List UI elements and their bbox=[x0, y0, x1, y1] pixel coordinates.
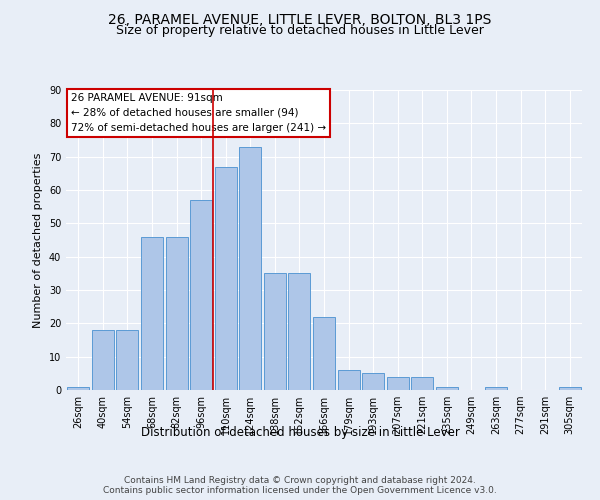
Text: Size of property relative to detached houses in Little Lever: Size of property relative to detached ho… bbox=[116, 24, 484, 37]
Bar bbox=[67, 386, 89, 390]
Bar bbox=[215, 166, 237, 390]
Bar bbox=[362, 374, 384, 390]
Bar bbox=[386, 376, 409, 390]
Bar bbox=[92, 330, 114, 390]
Bar bbox=[190, 200, 212, 390]
Bar bbox=[116, 330, 139, 390]
Text: Distribution of detached houses by size in Little Lever: Distribution of detached houses by size … bbox=[140, 426, 460, 439]
Bar bbox=[559, 386, 581, 390]
Bar bbox=[338, 370, 359, 390]
Bar bbox=[411, 376, 433, 390]
Bar bbox=[289, 274, 310, 390]
Bar bbox=[485, 386, 507, 390]
Bar bbox=[239, 146, 262, 390]
Bar bbox=[436, 386, 458, 390]
Y-axis label: Number of detached properties: Number of detached properties bbox=[33, 152, 43, 328]
Text: 26 PARAMEL AVENUE: 91sqm
← 28% of detached houses are smaller (94)
72% of semi-d: 26 PARAMEL AVENUE: 91sqm ← 28% of detach… bbox=[71, 93, 326, 132]
Bar bbox=[313, 316, 335, 390]
Text: Contains HM Land Registry data © Crown copyright and database right 2024.
Contai: Contains HM Land Registry data © Crown c… bbox=[103, 476, 497, 495]
Bar bbox=[166, 236, 188, 390]
Bar bbox=[141, 236, 163, 390]
Bar bbox=[264, 274, 286, 390]
Text: 26, PARAMEL AVENUE, LITTLE LEVER, BOLTON, BL3 1PS: 26, PARAMEL AVENUE, LITTLE LEVER, BOLTON… bbox=[109, 12, 491, 26]
